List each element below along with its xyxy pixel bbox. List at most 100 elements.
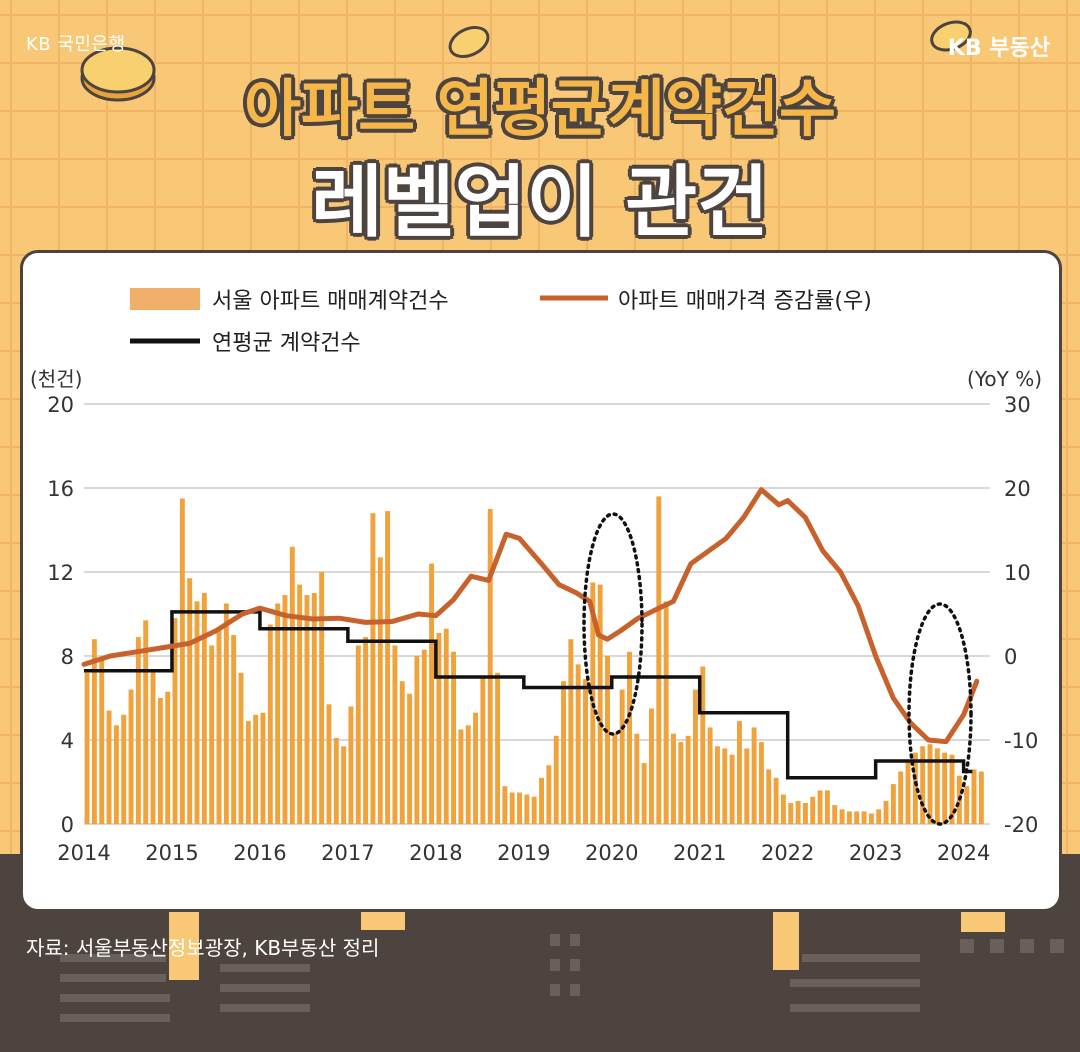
bar: [861, 811, 867, 824]
bar: [758, 742, 764, 824]
bar: [707, 727, 713, 824]
bar: [113, 725, 119, 824]
bar: [773, 777, 779, 824]
bar: [443, 628, 449, 824]
legend-bars-label: 서울 아파트 매매계약건수: [212, 289, 449, 314]
bar: [209, 645, 215, 824]
bar: [231, 635, 237, 824]
bar: [729, 754, 735, 824]
bar: [223, 603, 229, 824]
bar: [824, 790, 830, 824]
y-tick-right: 0: [1004, 645, 1017, 669]
bar: [671, 733, 676, 824]
bar: [927, 744, 933, 824]
bar: [619, 689, 625, 824]
bar: [392, 645, 398, 824]
bar-series: [84, 496, 984, 824]
bar: [341, 746, 347, 824]
bar: [238, 672, 244, 824]
y-tick-left: 12: [47, 561, 74, 585]
x-tick: 2014: [57, 841, 110, 865]
bar: [121, 714, 127, 824]
bar: [890, 784, 896, 824]
bar: [766, 769, 772, 824]
bar: [846, 811, 852, 824]
highlight-ellipse-2023: [907, 602, 973, 826]
bar: [480, 677, 486, 824]
building-pillar: [770, 900, 802, 973]
bar: [487, 509, 493, 824]
legend-avg-label: 연평균 계약건수: [212, 331, 361, 356]
bar: [714, 746, 720, 824]
y-tick-left: 20: [47, 393, 74, 417]
bar: [451, 651, 457, 824]
bar: [832, 805, 838, 824]
bar: [267, 624, 273, 824]
bar: [201, 593, 207, 824]
x-tick: 2019: [497, 841, 550, 865]
bar: [216, 628, 222, 824]
bar: [612, 733, 618, 824]
bar: [377, 557, 383, 824]
bar: [363, 637, 369, 824]
bar: [458, 729, 464, 824]
bar: [568, 639, 574, 824]
bar: [172, 618, 178, 824]
bar: [949, 754, 955, 824]
legend-bars-swatch: [130, 288, 200, 310]
bar: [656, 496, 662, 824]
avg-line-series: [84, 610, 973, 780]
bar: [253, 714, 259, 824]
bar: [780, 794, 786, 824]
bar: [546, 765, 552, 824]
y-axis-right-unit: (YoY %): [967, 367, 1042, 391]
bar: [561, 681, 566, 824]
x-tick: 2016: [233, 841, 286, 865]
y-tick-right: -10: [1004, 729, 1038, 753]
y-tick-right: 10: [1004, 561, 1031, 585]
bar: [839, 809, 845, 824]
bar: [260, 712, 266, 824]
y-tick-left: 4: [61, 729, 74, 753]
bar: [575, 664, 581, 824]
coin-decoration-right: [930, 20, 972, 52]
bar: [150, 670, 156, 824]
bar: [905, 761, 911, 824]
y-tick-right: 20: [1004, 477, 1031, 501]
bar: [187, 578, 193, 824]
bar: [282, 595, 288, 824]
bar: [736, 721, 742, 824]
bar: [876, 809, 882, 824]
bar: [971, 769, 977, 824]
bar: [692, 689, 698, 824]
y-tick-left: 0: [61, 813, 74, 837]
bar: [333, 737, 339, 824]
bar: [106, 710, 112, 824]
kb-realestate-logo: KB 부동산: [947, 36, 1050, 61]
bar: [326, 704, 332, 824]
building-pillar: [166, 900, 202, 983]
coin-decoration-top: [448, 25, 490, 59]
bar: [91, 639, 97, 824]
x-tick: 2017: [321, 841, 374, 865]
bar: [319, 572, 325, 824]
bar: [289, 546, 295, 824]
bar: [920, 746, 926, 824]
bar: [597, 584, 603, 824]
bar: [934, 748, 940, 824]
bar: [275, 603, 281, 824]
bar: [854, 811, 860, 824]
bar: [495, 672, 501, 824]
bar: [135, 637, 141, 824]
bar: [641, 763, 647, 824]
bar: [84, 672, 90, 824]
bar: [473, 712, 479, 824]
bar: [304, 595, 310, 824]
y-tick-right: -20: [1004, 813, 1038, 837]
bar: [128, 689, 134, 824]
bar: [751, 727, 757, 824]
bar: [509, 792, 515, 824]
x-tick: 2021: [673, 841, 726, 865]
bar: [179, 498, 185, 824]
